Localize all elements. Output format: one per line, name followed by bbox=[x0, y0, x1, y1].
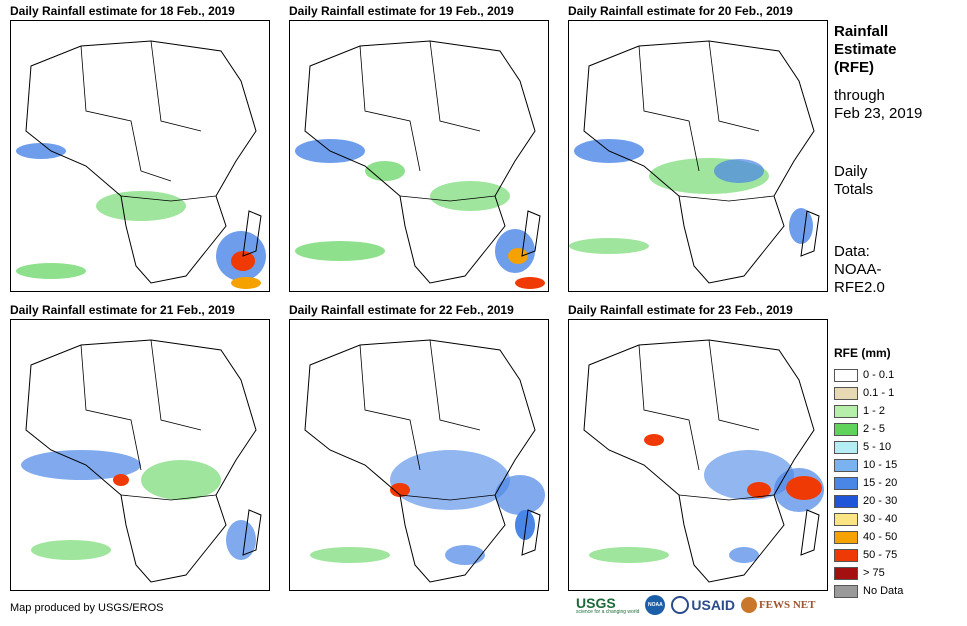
panel-title-6: Daily Rainfall estimate for 23 Feb., 201… bbox=[568, 303, 793, 317]
partner-logos: USGS science for a changing world NOAA U… bbox=[576, 595, 815, 615]
legend-swatch bbox=[834, 422, 858, 436]
legend-item: 1 - 2 bbox=[834, 402, 903, 420]
rain-areas bbox=[310, 450, 545, 565]
legend-swatch bbox=[834, 404, 858, 418]
legend-swatch bbox=[834, 494, 858, 508]
legend-label: 30 - 40 bbox=[863, 513, 898, 525]
legend-swatch bbox=[834, 512, 858, 526]
panel-title-1: Daily Rainfall estimate for 18 Feb., 201… bbox=[10, 4, 235, 18]
legend-item: 20 - 30 bbox=[834, 492, 903, 510]
data-source-line-1: Data: bbox=[834, 243, 870, 260]
legend-label: 15 - 20 bbox=[863, 477, 898, 489]
legend-swatch bbox=[834, 548, 858, 562]
noaa-logo: NOAA bbox=[645, 595, 666, 615]
fewsnet-globe-icon bbox=[740, 597, 757, 613]
madagascar-outline bbox=[521, 210, 541, 257]
legend-label: 50 - 75 bbox=[863, 549, 898, 561]
rainfall-map-1 bbox=[10, 20, 270, 292]
legend-swatch bbox=[834, 566, 858, 580]
legend-swatch bbox=[834, 440, 858, 454]
data-source-line-3: RFE2.0 bbox=[834, 279, 885, 296]
legend-item: 5 - 10 bbox=[834, 438, 903, 456]
legend-swatch bbox=[834, 530, 858, 544]
legend-label: 0.1 - 1 bbox=[863, 387, 895, 399]
madagascar-outline bbox=[242, 509, 262, 556]
legend-swatch bbox=[834, 368, 858, 382]
madagascar-outline bbox=[800, 509, 820, 556]
legend-title: RFE (mm) bbox=[834, 346, 891, 360]
madagascar-outline bbox=[521, 509, 541, 556]
legend-label: No Data bbox=[863, 585, 904, 597]
africa-outline bbox=[583, 339, 815, 583]
legend-label: 20 - 30 bbox=[863, 495, 898, 507]
data-source-block: Data: NOAA- RFE2.0 bbox=[834, 243, 885, 297]
africa-outline bbox=[25, 40, 257, 284]
legend-swatch bbox=[834, 584, 858, 598]
panel-title-5: Daily Rainfall estimate for 22 Feb., 201… bbox=[289, 303, 514, 317]
usaid-logo: USAID bbox=[671, 596, 735, 614]
rainfall-map-6 bbox=[568, 319, 828, 591]
africa-outline bbox=[25, 339, 257, 583]
rain-areas bbox=[21, 450, 256, 560]
rainfall-map-2 bbox=[289, 20, 549, 292]
panel-title-2: Daily Rainfall estimate for 19 Feb., 201… bbox=[289, 4, 514, 18]
side-title-line-3: (RFE) bbox=[834, 59, 874, 76]
madagascar-outline bbox=[242, 210, 262, 257]
usaid-seal-icon bbox=[671, 596, 690, 614]
legend-item: 0.1 - 1 bbox=[834, 384, 903, 402]
legend-label: > 75 bbox=[863, 567, 885, 579]
side-title-line-1: Rainfall bbox=[834, 23, 889, 40]
legend-item: 30 - 40 bbox=[834, 510, 903, 528]
rain-areas bbox=[589, 434, 824, 563]
credit-text: Map produced by USGS/EROS bbox=[10, 602, 164, 614]
legend-swatch bbox=[834, 386, 858, 400]
usgs-logo: USGS science for a changing world bbox=[576, 594, 640, 615]
africa-outline bbox=[304, 40, 536, 284]
rainfall-map-5 bbox=[289, 319, 549, 591]
totals-line-2: Totals bbox=[834, 181, 874, 198]
legend-item: 10 - 15 bbox=[834, 456, 903, 474]
legend-label: 10 - 15 bbox=[863, 459, 898, 471]
through-date: Feb 23, 2019 bbox=[834, 105, 923, 122]
through-label: through bbox=[834, 87, 885, 104]
rain-areas bbox=[569, 139, 813, 254]
legend-label: 1 - 2 bbox=[863, 405, 886, 417]
legend-item: No Data bbox=[834, 582, 903, 600]
legend-label: 5 - 10 bbox=[863, 441, 892, 453]
legend-item: 2 - 5 bbox=[834, 420, 903, 438]
legend-label: 2 - 5 bbox=[863, 423, 886, 435]
legend-swatch bbox=[834, 458, 858, 472]
totals-block: Daily Totals bbox=[834, 163, 873, 199]
legend: RFE (mm) 0 - 0.1 0.1 - 1 1 - 2 2 - 5 5 - 10 1… bbox=[834, 346, 903, 600]
side-title: Rainfall Estimate (RFE) bbox=[834, 23, 897, 77]
legend-label: 40 - 50 bbox=[863, 531, 898, 543]
legend-item: 50 - 75 bbox=[834, 546, 903, 564]
rainfall-map-4 bbox=[10, 319, 270, 591]
legend-item: 40 - 50 bbox=[834, 528, 903, 546]
africa-outline bbox=[583, 40, 815, 284]
fewsnet-logo: FEWS NET bbox=[740, 597, 815, 613]
rainfall-map-3 bbox=[568, 20, 828, 292]
rain-areas bbox=[295, 139, 545, 289]
legend-label: 0 - 0.1 bbox=[863, 369, 895, 381]
madagascar-outline bbox=[800, 210, 820, 257]
legend-rows: 0 - 0.1 0.1 - 1 1 - 2 2 - 5 5 - 10 10 - 15 15 … bbox=[834, 366, 903, 600]
side-title-line-2: Estimate bbox=[834, 41, 897, 58]
totals-line-1: Daily bbox=[834, 163, 868, 180]
africa-outline bbox=[304, 339, 536, 583]
through-block: through Feb 23, 2019 bbox=[834, 87, 922, 123]
legend-item: 0 - 0.1 bbox=[834, 366, 903, 384]
panel-title-3: Daily Rainfall estimate for 20 Feb., 201… bbox=[568, 4, 793, 18]
legend-swatch bbox=[834, 476, 858, 490]
rain-areas bbox=[16, 143, 266, 289]
legend-item: > 75 bbox=[834, 564, 903, 582]
legend-item: 15 - 20 bbox=[834, 474, 903, 492]
panel-title-4: Daily Rainfall estimate for 21 Feb., 201… bbox=[10, 303, 235, 317]
data-source-line-2: NOAA- bbox=[834, 261, 882, 278]
